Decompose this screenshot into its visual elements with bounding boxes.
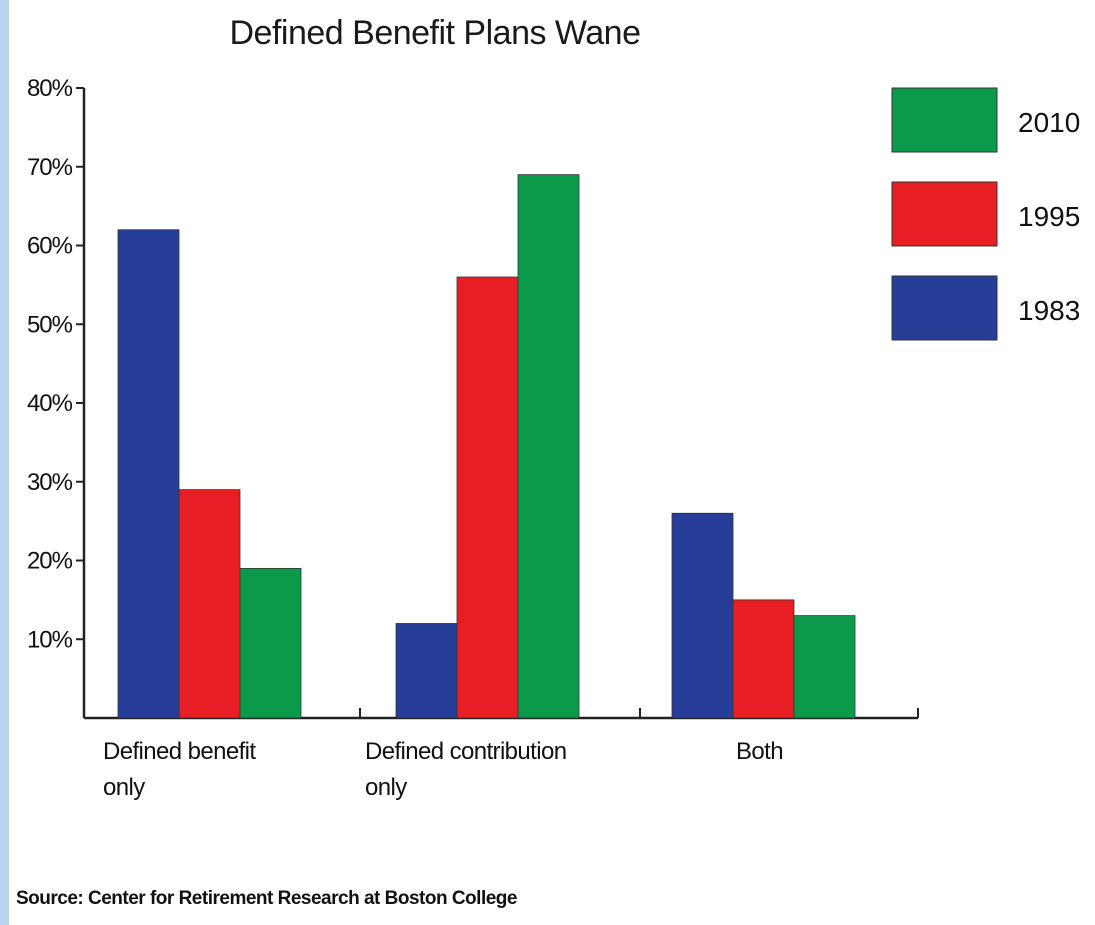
category-label: Both [736, 738, 783, 765]
left-border-strip [0, 0, 9, 925]
bar-2010 [793, 615, 856, 719]
chart-bars [117, 174, 856, 719]
category-label: only [365, 774, 407, 801]
y-tick-label: 70% [27, 154, 73, 181]
legend-label-1983: 1983 [1018, 295, 1080, 326]
bar-1995 [456, 276, 519, 719]
bar-1995 [178, 489, 241, 719]
category-labels: Defined benefit only Defined contribution o… [103, 738, 784, 801]
bar-2010 [239, 567, 302, 719]
y-tick-label: 20% [27, 548, 73, 575]
category-label: Defined benefit [103, 738, 256, 765]
bar-2010 [517, 174, 580, 719]
y-tick-label: 60% [27, 233, 73, 260]
bar-1983 [117, 229, 180, 719]
bar-1983 [395, 623, 458, 719]
bar-1983 [671, 512, 734, 719]
legend-swatch-1995 [891, 181, 998, 247]
legend-label-1995: 1995 [1018, 201, 1080, 232]
y-tick-label: 40% [27, 390, 73, 417]
chart-legend: 2010 1995 1983 [891, 87, 1080, 341]
y-tick-label: 50% [27, 311, 73, 338]
chart-title: Defined Benefit Plans Wane [230, 14, 641, 52]
legend-swatch-2010 [891, 87, 998, 153]
bar-1995 [732, 599, 795, 719]
y-tick-label: 10% [27, 626, 73, 653]
category-label: Defined contribution [365, 738, 566, 765]
legend-label-2010: 2010 [1018, 107, 1080, 138]
y-tick-label: 30% [27, 469, 73, 496]
legend-swatch-1983 [891, 275, 998, 341]
source-note: Source: Center for Retirement Research a… [16, 888, 517, 909]
y-tick-label: 80% [27, 75, 73, 102]
category-label: only [103, 774, 145, 801]
